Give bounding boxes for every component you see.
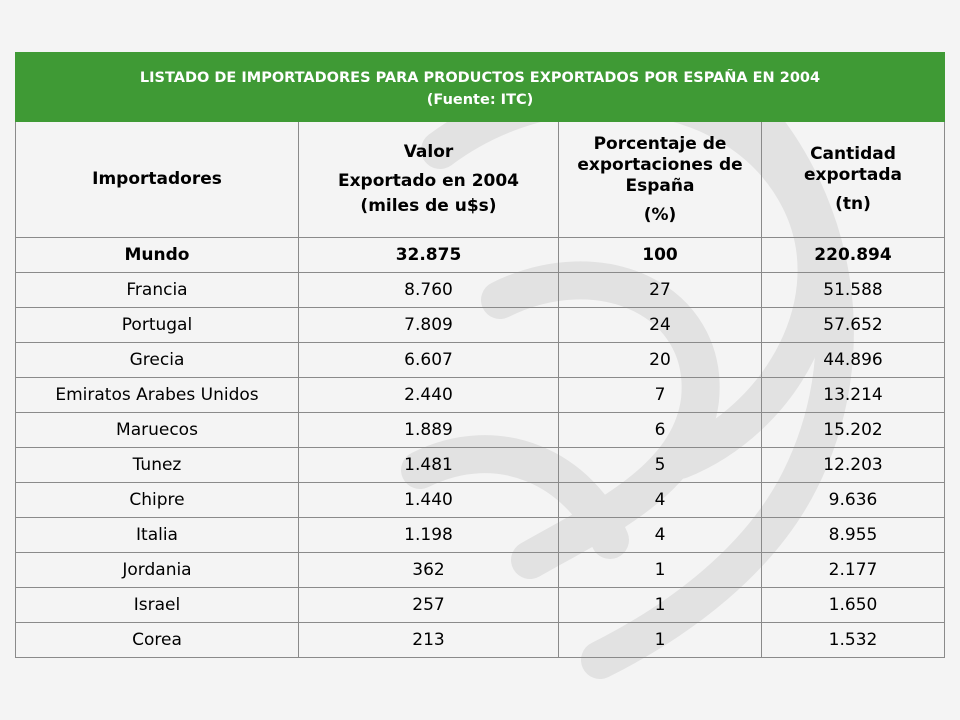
- table-row: Emiratos Arabes Unidos 2.440 7 13.214: [15, 377, 945, 413]
- cell-quantity: 220.894: [761, 237, 945, 273]
- header-value-line3: (miles de u$s): [360, 196, 497, 216]
- table-title-line: LISTADO DE IMPORTADORES PARA PRODUCTOS E…: [139, 70, 821, 86]
- table-body: Mundo 32.875 100 220.894 Francia 8.760 27 5…: [15, 237, 945, 658]
- cell-percent: 4: [558, 517, 762, 553]
- header-value-line1: Valor: [403, 142, 454, 162]
- cell-value: 1.889: [298, 412, 559, 448]
- cell-value: 32.875: [298, 237, 559, 273]
- table-row: Francia 8.760 27 51.588: [15, 272, 945, 308]
- cell-country: Portugal: [15, 307, 299, 343]
- cell-country: Tunez: [15, 447, 299, 483]
- header-quantity: Cantidad exportada (tn): [761, 121, 945, 238]
- table-row: Tunez 1.481 5 12.203: [15, 447, 945, 483]
- cell-country: Jordania: [15, 552, 299, 588]
- cell-percent: 1: [558, 587, 762, 623]
- cell-value: 257: [298, 587, 559, 623]
- cell-quantity: 51.588: [761, 272, 945, 308]
- cell-value: 8.760: [298, 272, 559, 308]
- header-importers-label: Importadores: [92, 169, 222, 189]
- table-row: Maruecos 1.889 6 15.202: [15, 412, 945, 448]
- cell-percent: 7: [558, 377, 762, 413]
- table-row: Corea 213 1 1.532: [15, 622, 945, 658]
- cell-quantity: 1.650: [761, 587, 945, 623]
- cell-country: Corea: [15, 622, 299, 658]
- header-importers: Importadores: [15, 121, 299, 238]
- header-value-line2: Exportado en 2004: [337, 171, 520, 191]
- cell-quantity: 15.202: [761, 412, 945, 448]
- table-row: Jordania 362 1 2.177: [15, 552, 945, 588]
- cell-value: 2.440: [298, 377, 559, 413]
- cell-country: Israel: [15, 587, 299, 623]
- cell-value: 362: [298, 552, 559, 588]
- table-row: Chipre 1.440 4 9.636: [15, 482, 945, 518]
- importers-table: LISTADO DE IMPORTADORES PARA PRODUCTOS E…: [15, 52, 945, 658]
- table-header-row: Importadores Valor Exportado en 2004 (mi…: [15, 121, 945, 238]
- cell-country: Emiratos Arabes Unidos: [15, 377, 299, 413]
- cell-percent: 1: [558, 552, 762, 588]
- table-row-total: Mundo 32.875 100 220.894: [15, 237, 945, 273]
- cell-value: 213: [298, 622, 559, 658]
- header-percent-line1: Porcentaje de exportaciones de España: [577, 133, 743, 196]
- header-percent: Porcentaje de exportaciones de España (%…: [558, 121, 762, 238]
- cell-value: 7.809: [298, 307, 559, 343]
- cell-value: 6.607: [298, 342, 559, 378]
- table-row: Portugal 7.809 24 57.652: [15, 307, 945, 343]
- cell-percent: 1: [558, 622, 762, 658]
- cell-country: Chipre: [15, 482, 299, 518]
- cell-percent: 27: [558, 272, 762, 308]
- cell-percent: 100: [558, 237, 762, 273]
- header-quantity-line1: Cantidad exportada: [804, 144, 902, 185]
- cell-percent: 5: [558, 447, 762, 483]
- cell-percent: 20: [558, 342, 762, 378]
- cell-percent: 24: [558, 307, 762, 343]
- cell-country: Mundo: [15, 237, 299, 273]
- cell-quantity: 44.896: [761, 342, 945, 378]
- table-row: Italia 1.198 4 8.955: [15, 517, 945, 553]
- header-value: Valor Exportado en 2004 (miles de u$s): [298, 121, 559, 238]
- importers-table-container: LISTADO DE IMPORTADORES PARA PRODUCTOS E…: [15, 52, 945, 658]
- cell-percent: 6: [558, 412, 762, 448]
- table-title: LISTADO DE IMPORTADORES PARA PRODUCTOS E…: [15, 52, 945, 122]
- cell-quantity: 1.532: [761, 622, 945, 658]
- header-quantity-line2: (tn): [835, 194, 871, 214]
- cell-quantity: 9.636: [761, 482, 945, 518]
- table-title-source: (Fuente: ITC): [426, 92, 534, 108]
- cell-quantity: 8.955: [761, 517, 945, 553]
- cell-quantity: 57.652: [761, 307, 945, 343]
- cell-percent: 4: [558, 482, 762, 518]
- cell-quantity: 13.214: [761, 377, 945, 413]
- cell-value: 1.198: [298, 517, 559, 553]
- cell-quantity: 2.177: [761, 552, 945, 588]
- cell-country: Maruecos: [15, 412, 299, 448]
- header-percent-line2: (%): [643, 204, 677, 225]
- table-row: Grecia 6.607 20 44.896: [15, 342, 945, 378]
- table-title-row: LISTADO DE IMPORTADORES PARA PRODUCTOS E…: [15, 52, 945, 122]
- cell-value: 1.440: [298, 482, 559, 518]
- cell-country: Francia: [15, 272, 299, 308]
- cell-value: 1.481: [298, 447, 559, 483]
- cell-quantity: 12.203: [761, 447, 945, 483]
- cell-country: Italia: [15, 517, 299, 553]
- table-row: Israel 257 1 1.650: [15, 587, 945, 623]
- cell-country: Grecia: [15, 342, 299, 378]
